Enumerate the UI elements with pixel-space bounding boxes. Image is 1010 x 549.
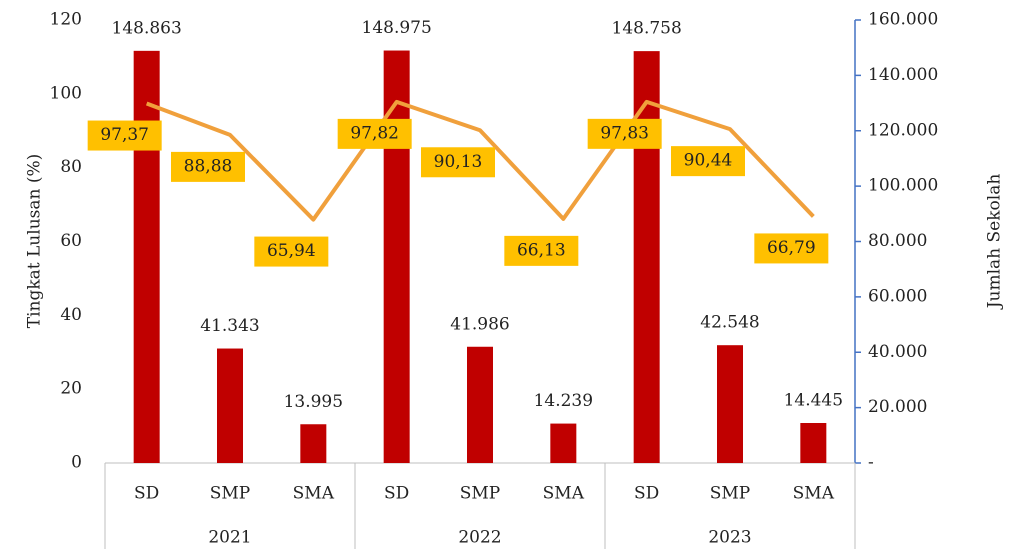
line-value-label: 65,94 (267, 241, 316, 261)
bar-value-label: 14.239 (534, 391, 593, 411)
bar-value-label: 148.863 (112, 18, 182, 38)
y-axis-title: Tingkat Lulusan (%) (25, 154, 45, 329)
bar (467, 346, 493, 463)
x-tick-label: SD (384, 484, 409, 504)
y-tick-label: 120 (50, 10, 82, 30)
x-tick-label: SMP (210, 484, 251, 504)
y2-tick-label: 60.000 (868, 286, 927, 306)
bar (300, 424, 327, 463)
line-label-bg (421, 147, 495, 178)
group-label: 2021 (208, 528, 251, 548)
line-label-bg (504, 235, 579, 266)
group-label: 2022 (458, 528, 501, 548)
line-label-bg (87, 120, 162, 151)
line (145, 99, 815, 222)
bar-label-bg (194, 315, 266, 338)
bar-label-bg (610, 18, 683, 41)
line-value-label: 66,13 (517, 240, 566, 260)
bar-label-bg (777, 390, 850, 413)
y2-tick-label: - (868, 453, 874, 473)
bar-value-label: 41.343 (200, 316, 259, 336)
line-value-label: 90,44 (684, 151, 733, 171)
line-label-bg (171, 151, 245, 182)
x-tick-label: SMP (710, 484, 751, 504)
line-label-bg (254, 236, 329, 267)
bar-value-label: 14.445 (784, 391, 843, 411)
x-tick-label: SD (634, 484, 659, 504)
bar-value-label: 42.548 (700, 313, 759, 333)
bar-label-bg (527, 390, 600, 413)
x-tick-label: SD (134, 484, 159, 504)
bar-value-label: 41.986 (450, 314, 509, 334)
bar (717, 345, 743, 463)
line-value-label: 90,13 (434, 152, 483, 172)
bar-label-bg (444, 313, 516, 336)
x-tick-label: SMA (293, 484, 335, 504)
y-tick-label: 20 (60, 379, 82, 399)
y-tick-label: 80 (60, 157, 82, 177)
y2-axis-title: Jumlah Sekolah (985, 174, 1005, 311)
bar-label-bg (277, 391, 350, 414)
y2-tick-label: 80.000 (868, 231, 927, 251)
bar-label-bg (110, 17, 183, 40)
bar (217, 348, 243, 463)
y-tick-label: 60 (60, 231, 82, 251)
bar (800, 423, 827, 463)
line-label-bg (587, 118, 662, 149)
line-label-bg (671, 146, 745, 177)
line-value-label: 97,83 (600, 123, 649, 143)
y-tick-label: 40 (60, 305, 82, 325)
bar-value-label: 13.995 (284, 392, 343, 412)
x-tick-label: SMP (460, 484, 501, 504)
y2-tick-label: 20.000 (868, 397, 927, 417)
line-value-label: 97,82 (350, 123, 399, 143)
y-tick-label: 0 (71, 453, 82, 473)
line-value-label: 88,88 (184, 156, 233, 176)
y2-tick-label: 120.000 (868, 120, 938, 140)
line-label-bg (337, 118, 412, 149)
bar (550, 423, 577, 463)
bar-value-label: 148.975 (362, 18, 432, 38)
x-tick-label: SMA (793, 484, 835, 504)
line-value-label: 66,79 (767, 238, 816, 258)
y-tick-label: 100 (50, 83, 82, 103)
bar-value-label: 148.758 (612, 19, 682, 39)
bar-label-bg (694, 312, 766, 335)
bar-label-bg (360, 17, 433, 40)
y2-tick-label: 160.000 (868, 10, 938, 30)
y2-tick-label: 40.000 (868, 342, 927, 362)
y2-tick-label: 100.000 (868, 176, 938, 196)
line-value-label: 97,37 (100, 125, 149, 145)
line-label-bg (754, 233, 829, 264)
bar (133, 50, 160, 463)
group-label: 2023 (708, 528, 751, 548)
y2-tick-label: 140.000 (868, 65, 938, 85)
x-tick-label: SMA (543, 484, 585, 504)
